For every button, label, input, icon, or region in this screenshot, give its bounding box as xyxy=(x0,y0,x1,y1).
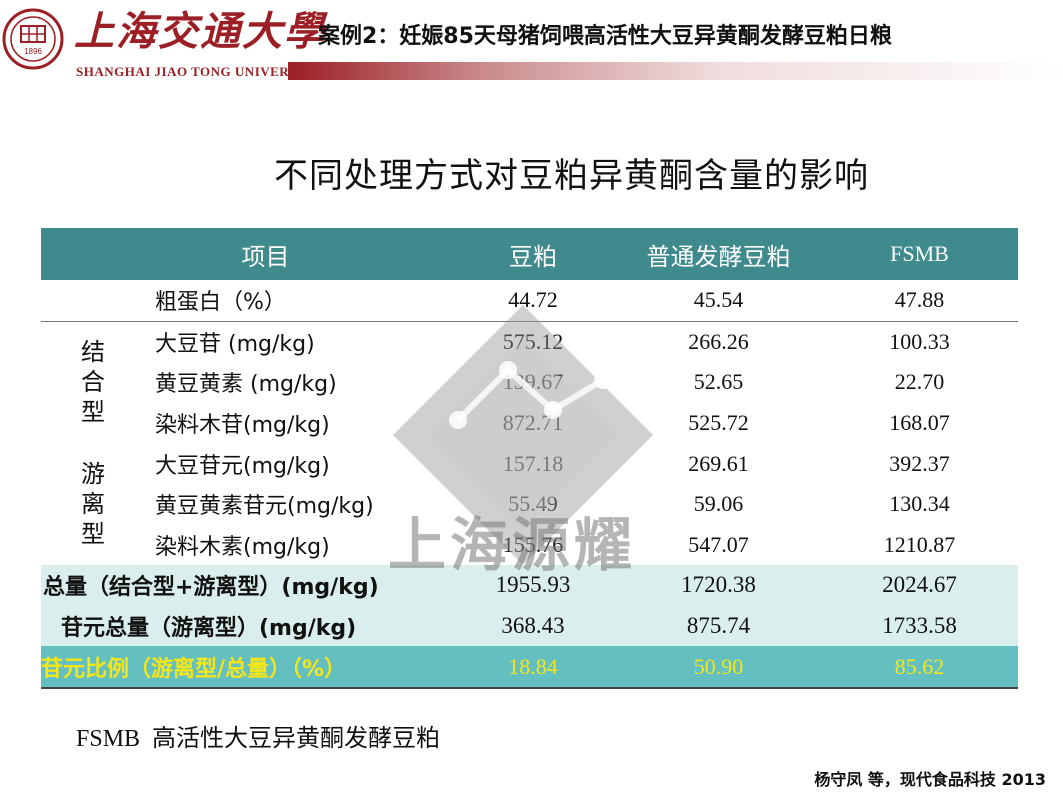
cell-value: 55.49 xyxy=(508,491,558,517)
cell-value: 1720.38 xyxy=(616,565,821,606)
table-row: 结合型 大豆苷 (mg/kg) 575.12 266.26 100.33 xyxy=(41,321,1018,427)
isoflavone-table: 项目 豆粕 普通发酵豆粕 FSMB 粗蛋白（%） 44.72 45.54 47.… xyxy=(41,228,1018,689)
cell-value: 47.88 xyxy=(821,280,1018,322)
group-label-bound: 结合型 xyxy=(81,338,105,427)
table-row: 染料木素(mg/kg) 155.76 547.07 1210.87 xyxy=(41,525,1018,566)
row-label: 苷元总量（游离型）(mg/kg) xyxy=(41,605,450,647)
col-header-smb: 豆粕 xyxy=(450,228,616,280)
cell-value: 168.07 xyxy=(889,410,950,436)
cell-value: 547.07 xyxy=(688,531,749,557)
cell-value: 1210.87 xyxy=(883,531,956,557)
blank-cell xyxy=(41,280,145,322)
header-gradient-bar xyxy=(288,62,1063,80)
cell-value: 155.76 xyxy=(502,531,564,557)
cell-value: 266.26 xyxy=(688,328,749,354)
cell-value: 872.71 xyxy=(502,410,564,436)
col-header-fermented-smb: 普通发酵豆粕 xyxy=(616,228,821,280)
cell-value: 59.06 xyxy=(693,491,744,517)
table-header-row: 项目 豆粕 普通发酵豆粕 FSMB xyxy=(41,228,1018,280)
row-label: 大豆苷元(mg/kg) xyxy=(155,453,330,479)
table-row: 染料木苷(mg/kg) 872.71 525.72 168.07 xyxy=(41,403,1018,444)
cell-value: 1733.58 xyxy=(821,605,1018,647)
cell-value: 130.34 xyxy=(889,491,950,517)
seal-year: 1896 xyxy=(24,47,42,56)
cell-value: 157.18 xyxy=(502,450,564,476)
cell-value: 44.72 xyxy=(450,280,616,322)
row-label: 黄豆黄素苷元(mg/kg) xyxy=(155,494,374,520)
col-header-item: 项目 xyxy=(41,228,450,280)
cell-value: 18.84 xyxy=(450,646,616,689)
table-row: 游离型 大豆苷元(mg/kg) 157.18 269.61 392.37 xyxy=(41,443,1018,549)
footnote: FSMB 高活性大豆异黄酮发酵豆粕 xyxy=(76,718,440,753)
row-label: 苷元比例（游离型/总量）（%） xyxy=(41,646,450,689)
aglycone-total-row: 苷元总量（游离型）(mg/kg) 368.43 875.74 1733.58 xyxy=(41,605,1018,647)
row-label: 大豆苷 (mg/kg) xyxy=(155,331,315,357)
university-logo-en: SHANGHAI JIAO TONG UNIVERSITY xyxy=(76,64,322,79)
cell-value: 85.62 xyxy=(821,646,1018,689)
cell-value: 875.74 xyxy=(616,605,821,647)
row-label: 粗蛋白（%） xyxy=(145,280,450,322)
table-row: 黄豆黄素苷元(mg/kg) 55.49 59.06 130.34 xyxy=(41,484,1018,525)
citation: 杨守凤 等，现代食品科技 2013 xyxy=(814,770,1046,789)
footnote-text: 高活性大豆异黄酮发酵豆粕 xyxy=(152,724,441,752)
case-title: 案例2：妊娠85天母猪饲喂高活性大豆异黄酮发酵豆粕日粮 xyxy=(318,24,892,49)
row-label: 染料木素(mg/kg) xyxy=(155,534,330,560)
row-label: 总量（结合型+游离型）(mg/kg) xyxy=(41,565,450,606)
cell-value: 575.12 xyxy=(502,328,564,354)
cell-value: 52.65 xyxy=(693,369,744,395)
table-row: 粗蛋白（%） 44.72 45.54 47.88 xyxy=(41,280,1018,322)
cell-value: 368.43 xyxy=(450,605,616,647)
slide-header: 1896 上海交通大學 SHANGHAI JIAO TONG UNIVERSIT… xyxy=(0,0,1063,90)
cell-value: 2024.67 xyxy=(821,565,1018,606)
cell-value: 525.72 xyxy=(688,410,749,436)
footnote-abbr: FSMB xyxy=(76,726,141,752)
cell-value: 45.54 xyxy=(616,280,821,322)
cell-value: 22.70 xyxy=(894,369,945,395)
row-label: 黄豆黄素 (mg/kg) xyxy=(155,372,337,398)
row-label: 染料木苷(mg/kg) xyxy=(155,413,330,439)
col-header-fsmb: FSMB xyxy=(821,228,1018,280)
isoflavone-table-container: 项目 豆粕 普通发酵豆粕 FSMB 粗蛋白（%） 44.72 45.54 47.… xyxy=(41,228,1018,689)
slide-title: 不同处理方式对豆粕异黄酮含量的影响 xyxy=(274,156,869,196)
cell-value: 139.67 xyxy=(502,369,564,395)
cell-value: 392.37 xyxy=(889,450,950,476)
total-row: 总量（结合型+游离型）(mg/kg) 1955.93 1720.38 2024.… xyxy=(41,565,1018,606)
university-logo-cn: 上海交通大學 xyxy=(74,8,326,55)
table-row: 黄豆黄素 (mg/kg) 139.67 52.65 22.70 xyxy=(41,362,1018,403)
group-label-free: 游离型 xyxy=(81,460,105,549)
university-seal-icon: 1896 xyxy=(2,8,64,70)
cell-value: 269.61 xyxy=(688,450,749,476)
cell-value: 1955.93 xyxy=(450,565,616,606)
cell-value: 50.90 xyxy=(616,646,821,689)
aglycone-ratio-row: 苷元比例（游离型/总量）（%） 18.84 50.90 85.62 xyxy=(41,646,1018,689)
cell-value: 100.33 xyxy=(889,328,950,354)
